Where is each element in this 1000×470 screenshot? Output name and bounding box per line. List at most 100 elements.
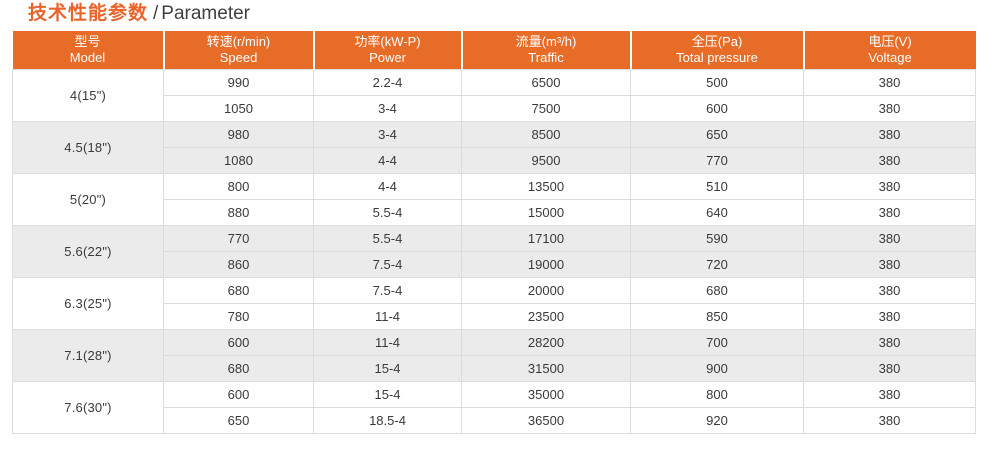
power-cell: 15-4 [313,381,462,408]
table-row: 5.6(22") 770 5.5-4 17100 590 380 [12,225,976,278]
page-title: 技术性能参数 / Parameter [28,2,250,26]
table-row: 1080 4-4 9500 770 380 [13,147,976,174]
model-cell: 4.5(18") [12,121,164,174]
power-cell: 5.5-4 [313,199,462,226]
speed-cell: 860 [163,251,314,278]
table-row: 680 15-4 31500 900 380 [13,355,976,382]
column-header-voltage: 电压(V) Voltage [802,31,976,70]
power-cell: 5.5-4 [313,225,462,252]
traffic-cell: 23500 [461,303,631,330]
table-row: 7.1(28") 600 11-4 28200 700 380 [12,329,976,382]
speed-cell: 680 [163,277,314,304]
voltage-cell: 380 [803,147,976,174]
power-cell: 11-4 [313,329,462,356]
speed-cell: 780 [163,303,314,330]
model-cell: 5(20") [12,173,164,226]
voltage-cell: 380 [803,303,976,330]
power-cell: 11-4 [313,303,462,330]
total-pressure-cell: 900 [630,355,804,382]
column-header-speed: 转速(r/min) Speed [162,31,314,70]
table-row: 650 18.5-4 36500 920 380 [13,407,976,434]
traffic-cell: 28200 [461,329,631,356]
power-cell: 7.5-4 [313,277,462,304]
column-header-power: 功率(kW-P) Power [312,31,462,70]
page-title-zh: 技术性能参数 [28,3,149,24]
total-pressure-cell: 770 [630,147,804,174]
traffic-cell: 15000 [461,199,631,226]
column-header-en: Traffic [528,50,564,65]
voltage-cell: 380 [803,277,976,304]
power-cell: 4-4 [313,147,462,174]
total-pressure-cell: 680 [630,277,804,304]
speed-cell: 1080 [163,147,314,174]
model-cell: 7.6(30") [12,381,164,434]
table-row: 860 7.5-4 19000 720 380 [13,251,976,278]
column-header-zh: 全压(Pa) [691,34,743,49]
table-row: 7.6(30") 600 15-4 35000 800 380 [12,381,976,434]
page-title-en: Parameter [161,3,250,24]
voltage-cell: 380 [803,173,976,200]
table-row: 1050 3-4 7500 600 380 [13,95,976,122]
model-cell: 4(15") [12,69,164,122]
table-body: 4(15") 990 2.2-4 6500 500 380 1050 3-4 7500 600 38… [12,69,976,434]
model-cell: 6.3(25") [12,277,164,330]
voltage-cell: 380 [803,329,976,356]
voltage-cell: 380 [803,225,976,252]
total-pressure-cell: 650 [630,121,804,148]
traffic-cell: 9500 [461,147,631,174]
power-cell: 3-4 [313,121,462,148]
total-pressure-cell: 720 [630,251,804,278]
table-header-row: 型号 Model 转速(r/min) Speed 功率(kW-P) Power 流量(m³/… [12,31,976,70]
table-row: 5(20") 800 4-4 13500 510 380 [12,173,976,226]
traffic-cell: 13500 [461,173,631,200]
table-row: 6.3(25") 680 7.5-4 20000 680 380 [12,277,976,330]
speed-cell: 680 [163,355,314,382]
column-header-zh: 流量(m³/h) [515,34,577,49]
column-header-en: Speed [219,50,258,65]
total-pressure-cell: 700 [630,329,804,356]
speed-cell: 980 [163,121,314,148]
voltage-cell: 380 [803,355,976,382]
traffic-cell: 19000 [461,251,631,278]
power-cell: 4-4 [313,173,462,200]
page-title-separator: / [153,3,159,24]
traffic-cell: 35000 [461,381,631,408]
column-header-traffic: 流量(m³/h) Traffic [460,31,631,70]
total-pressure-cell: 850 [630,303,804,330]
speed-cell: 800 [163,173,314,200]
table-row: 880 5.5-4 15000 640 380 [13,199,976,226]
column-header-zh: 功率(kW-P) [354,34,421,49]
voltage-cell: 380 [803,251,976,278]
table-header: 型号 Model 转速(r/min) Speed 功率(kW-P) Power 流量(m³/… [12,31,976,70]
traffic-cell: 31500 [461,355,631,382]
column-header-en: Total pressure [676,50,758,65]
traffic-cell: 8500 [461,121,631,148]
voltage-cell: 380 [803,381,976,408]
traffic-cell: 20000 [461,277,631,304]
total-pressure-cell: 510 [630,173,804,200]
speed-cell: 650 [163,407,314,434]
voltage-cell: 380 [803,407,976,434]
speed-cell: 1050 [163,95,314,122]
table-row: 4.5(18") 980 3-4 8500 650 380 [12,121,976,174]
voltage-cell: 380 [803,121,976,148]
total-pressure-cell: 500 [630,69,804,96]
column-header-zh: 电压(V) [868,34,912,49]
power-cell: 2.2-4 [313,69,462,96]
traffic-cell: 6500 [461,69,631,96]
speed-cell: 770 [163,225,314,252]
column-header-en: Model [69,50,106,65]
power-cell: 3-4 [313,95,462,122]
column-header-en: Power [369,50,406,65]
speed-cell: 880 [163,199,314,226]
traffic-cell: 7500 [461,95,631,122]
table-row: 780 11-4 23500 850 380 [13,303,976,330]
power-cell: 15-4 [313,355,462,382]
speed-cell: 600 [163,381,314,408]
total-pressure-cell: 600 [630,95,804,122]
column-header-zh: 型号 [74,34,101,49]
voltage-cell: 380 [803,69,976,96]
table-row: 4(15") 990 2.2-4 6500 500 380 [12,69,976,122]
total-pressure-cell: 590 [630,225,804,252]
